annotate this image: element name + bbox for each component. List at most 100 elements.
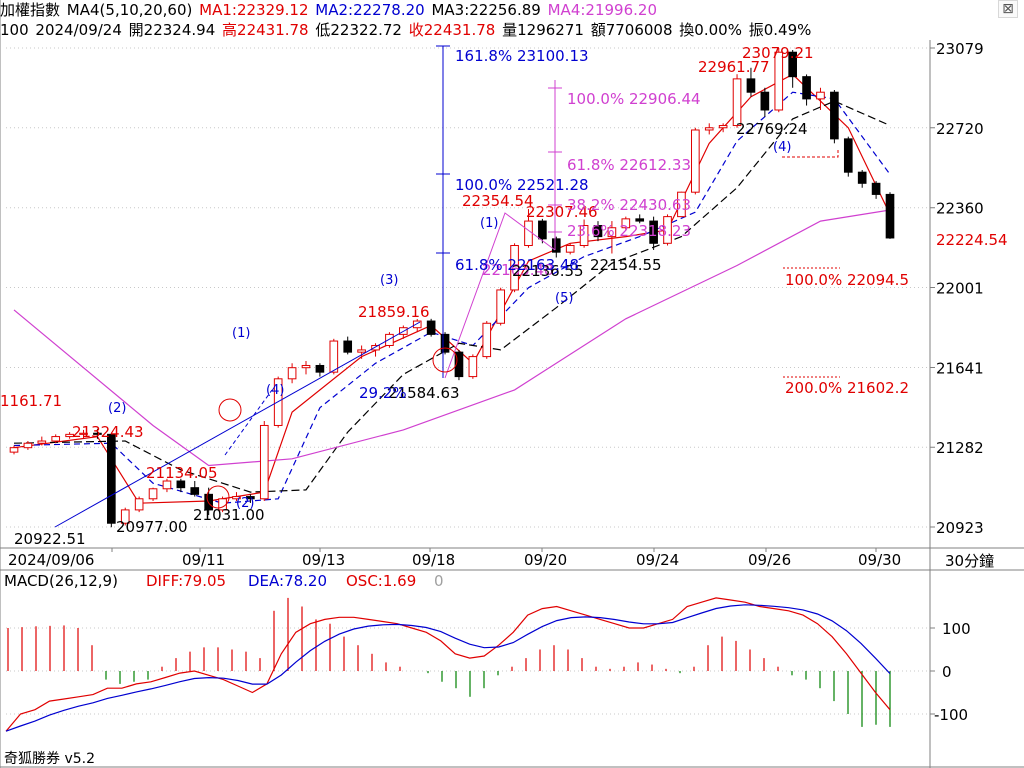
period-count: 100 [0,21,29,39]
candle-body [774,51,784,111]
price-annotation: (2) [236,496,254,511]
annotations: 1161.71 21324.43 21134.05 21031.00 20922.51 2… [0,44,909,548]
price-annotation: 20977.00 [116,518,188,536]
trendline-blue [54,321,421,528]
close-value: 收22431.78 [408,21,496,39]
wave-circle [432,347,458,373]
candle-body [510,245,519,291]
price-annotation: (2) [108,401,126,416]
candle-body [51,436,61,442]
trendline-magenta [444,212,556,379]
price-annotation: 23079.21 [742,44,814,62]
candle-body [232,496,241,500]
timeframe-label: 30分鐘 [945,552,994,570]
amount-value: 額7706008 [590,21,673,39]
candle-body [788,51,797,78]
candle-body [120,509,130,524]
ma-line-ma4 [13,209,891,467]
macd-chart: MACD(26,12,9) DIFF:79.05 DEA:78.20 OSC:1.69… [4,572,891,732]
candle-body [857,171,867,184]
candle-body [635,218,645,222]
turnover-value: 換0.00% [679,21,742,39]
candle-body [565,245,575,253]
open-value: 開22324.94 [128,21,216,39]
candle-body [246,496,255,500]
fib-level-label: 23.6% 22318.23 [567,222,691,240]
candle-body [593,225,603,238]
candle-body [691,129,700,193]
candle-body [287,367,297,380]
ma1-value: MA1:22329.12 [199,1,309,19]
ma4-value: MA4:21996.20 [547,1,657,19]
candle-body [538,220,547,240]
time-tick-label: 09/20 [524,551,567,569]
price-annotation: 22961.77 [698,58,770,76]
volume-value: 量1296271 [502,21,584,39]
close-button[interactable]: ⊠ [998,0,1018,18]
candle-body [482,322,492,358]
candle-body [190,487,200,495]
price-annotation: (4) [266,383,284,398]
price-annotation: (3) [380,273,398,288]
time-tick-label: 09/11 [182,551,225,569]
candle-body [746,78,756,93]
candle-body [371,344,380,351]
candle-body [9,447,19,453]
macd-tick-label: -100 [934,706,968,724]
ma-line-ma2 [13,91,891,504]
price-annotation: (1) [480,216,498,231]
candle-body [677,191,686,218]
fib-level-label: 100.0% 22094.5 [785,271,909,289]
time-tick-label: 09/26 [748,551,791,569]
candle-body [885,193,895,239]
candle-body [134,498,144,511]
time-tick-label: 09/18 [412,551,455,569]
amplitude-value: 振0.49% [748,21,812,39]
wave-dash [224,389,273,456]
last-price-label: 22224.54 [936,231,1008,249]
candle-body [760,91,770,111]
price-annotation: 22163.48 [482,261,554,279]
time-tick-label: 09/13 [302,551,345,569]
candle-body [259,424,269,500]
header-row-2: 100 2024/09/24 開22324.94 高22431.78 低2232… [0,20,813,40]
candle-body [524,220,533,247]
time-tick-label: 09/30 [858,551,901,569]
candle-body [802,76,811,100]
macd-tick-label: 100 [942,620,971,638]
candle-body [649,220,658,244]
ma-line-ma1 [13,73,891,504]
candle-body [79,432,88,435]
candle-body [621,218,631,229]
price-annotation: (5) [555,291,573,306]
price-annotation: 29.2% [359,384,407,402]
index-title: 加權指數 [0,1,61,19]
candle-body [385,333,394,346]
candle-body [162,480,172,490]
price-annotation: 22307.46 [526,203,598,221]
macd-osc-extra: 0 [434,572,444,590]
high-value: 高22431.78 [222,21,309,39]
low-value: 低22322.72 [315,21,402,39]
ma-params: MA4(5,10,20,60) [66,1,193,19]
candle-body [412,320,422,329]
price-annotation: (1) [232,326,250,341]
ma-line-ma3 [13,100,891,493]
price-tick-label: 22001 [936,280,984,298]
fib-level-label: 200.0% 21602.2 [785,379,909,397]
candle-body [426,320,436,335]
price-annotation: (4) [773,140,791,155]
price-annotation: 22354.54 [462,192,534,210]
macd-osc-label: OSC:1.69 [346,572,416,590]
candle-body [301,364,311,369]
price-annotation: 22136.55 [512,262,584,280]
price-tick-label: 21641 [936,359,984,377]
candle-body [37,440,47,444]
macd-diff-line [5,597,891,732]
candle-body [329,340,339,373]
candle-body [816,91,825,100]
candle-body [551,238,561,253]
price-annotation: 21324.43 [72,423,144,441]
wave4-box [782,148,839,158]
price-tick-label: 23079 [936,40,984,58]
